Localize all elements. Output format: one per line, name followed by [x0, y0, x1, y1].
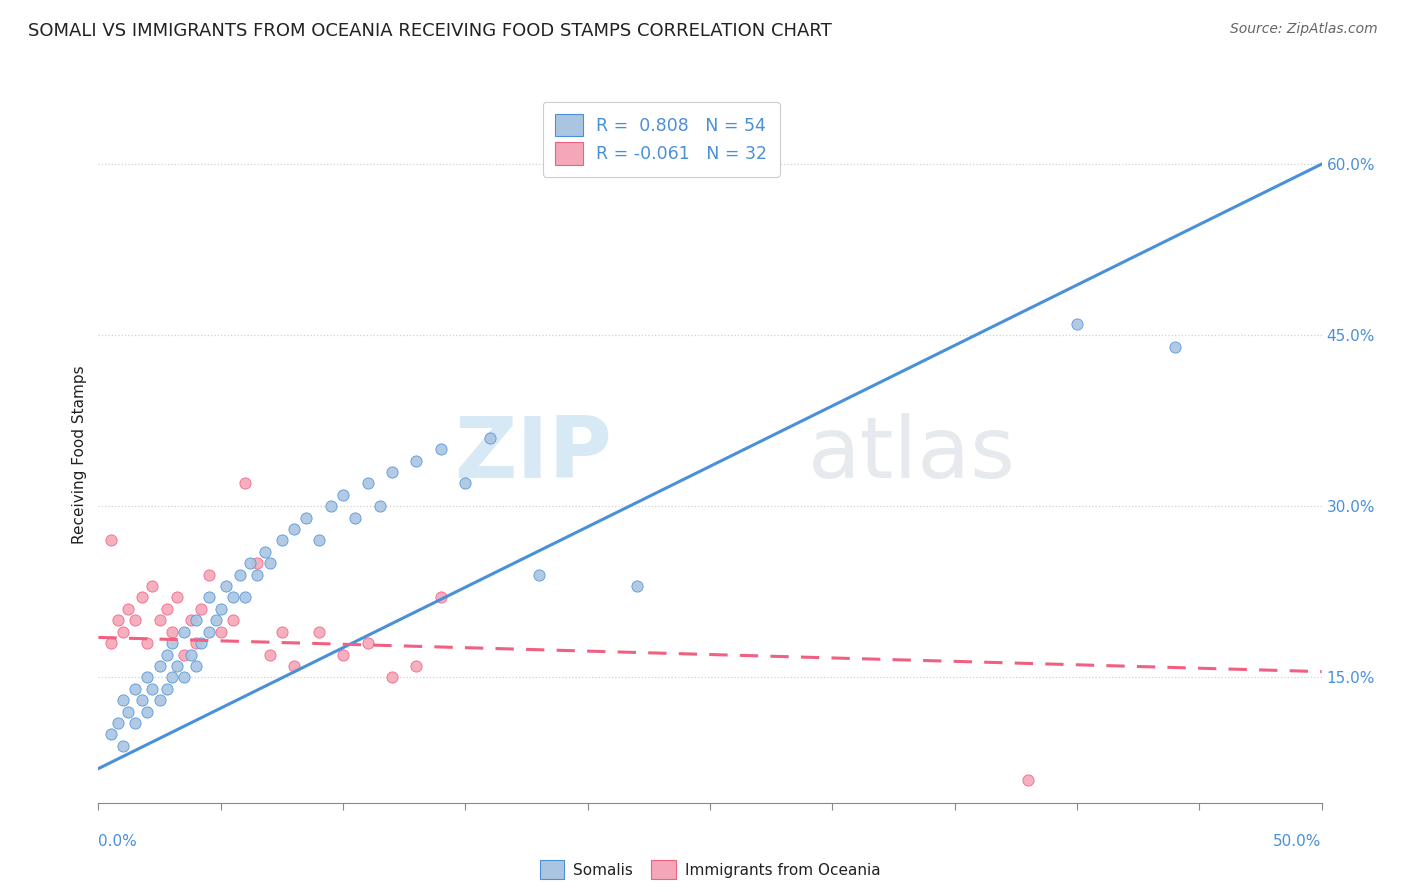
Point [222, 613, 245, 627]
Point [160, 670, 183, 684]
Point [233, 476, 256, 491]
Point [173, 624, 195, 639]
Text: atlas: atlas [808, 413, 1017, 497]
Point [259, 648, 281, 662]
Point [131, 591, 153, 605]
Point [149, 613, 172, 627]
Point [259, 556, 281, 570]
Point [214, 579, 236, 593]
Text: Source: ZipAtlas.com: Source: ZipAtlas.com [1230, 22, 1378, 37]
Point [141, 681, 163, 696]
Point [180, 613, 202, 627]
Point [209, 624, 232, 639]
Point [246, 567, 269, 582]
Text: SOMALI VS IMMIGRANTS FROM OCEANIA RECEIVING FOOD STAMPS CORRELATION CHART: SOMALI VS IMMIGRANTS FROM OCEANIA RECEIV… [28, 22, 832, 40]
Point [160, 636, 183, 650]
Point [100, 533, 122, 548]
Point [124, 613, 146, 627]
Text: 50.0%: 50.0% [1274, 834, 1322, 849]
Point [319, 500, 342, 514]
Point [308, 533, 330, 548]
Point [308, 624, 330, 639]
Point [149, 659, 172, 673]
Point [239, 556, 262, 570]
Point [117, 602, 139, 616]
Point [478, 431, 501, 445]
Point [405, 453, 427, 467]
Point [356, 636, 378, 650]
Point [186, 636, 208, 650]
Point [205, 613, 228, 627]
Point [117, 705, 139, 719]
Point [149, 693, 172, 707]
Point [270, 533, 294, 548]
Point [100, 727, 122, 741]
Point [283, 659, 305, 673]
Point [156, 648, 179, 662]
Point [209, 602, 232, 616]
Point [381, 465, 404, 479]
Point [111, 624, 134, 639]
Point [270, 624, 294, 639]
Point [253, 545, 276, 559]
Point [344, 510, 367, 524]
Point [180, 648, 202, 662]
Point [246, 556, 269, 570]
Point [405, 659, 427, 673]
Point [222, 591, 245, 605]
Point [156, 602, 179, 616]
Point [173, 670, 195, 684]
Point [430, 591, 453, 605]
Point [136, 705, 159, 719]
Point [1066, 317, 1088, 331]
Point [1164, 340, 1187, 354]
Legend: Somalis, Immigrants from Oceania: Somalis, Immigrants from Oceania [533, 854, 887, 886]
Point [173, 648, 195, 662]
Point [368, 500, 391, 514]
Point [283, 522, 305, 536]
Point [136, 670, 159, 684]
Point [190, 602, 212, 616]
Point [332, 488, 354, 502]
Point [166, 659, 188, 673]
Point [141, 579, 163, 593]
Point [166, 591, 188, 605]
Point [1017, 772, 1039, 787]
Point [197, 624, 219, 639]
Point [186, 659, 208, 673]
Point [107, 613, 129, 627]
Point [430, 442, 453, 457]
Point [124, 681, 146, 696]
Point [111, 739, 134, 753]
Point [454, 476, 477, 491]
Point [197, 567, 219, 582]
Point [229, 567, 252, 582]
Text: 0.0%: 0.0% [98, 834, 138, 849]
Point [107, 715, 129, 730]
Point [131, 693, 153, 707]
Point [197, 591, 219, 605]
Point [136, 636, 159, 650]
Text: ZIP: ZIP [454, 413, 612, 497]
Point [381, 670, 404, 684]
Point [186, 613, 208, 627]
Point [124, 715, 146, 730]
Point [332, 648, 354, 662]
Point [111, 693, 134, 707]
Point [100, 636, 122, 650]
Point [190, 636, 212, 650]
Y-axis label: Receiving Food Stamps: Receiving Food Stamps [72, 366, 87, 544]
Point [527, 567, 550, 582]
Point [233, 591, 256, 605]
Point [356, 476, 378, 491]
Point [156, 681, 179, 696]
Point [626, 579, 648, 593]
Point [160, 624, 183, 639]
Point [295, 510, 318, 524]
